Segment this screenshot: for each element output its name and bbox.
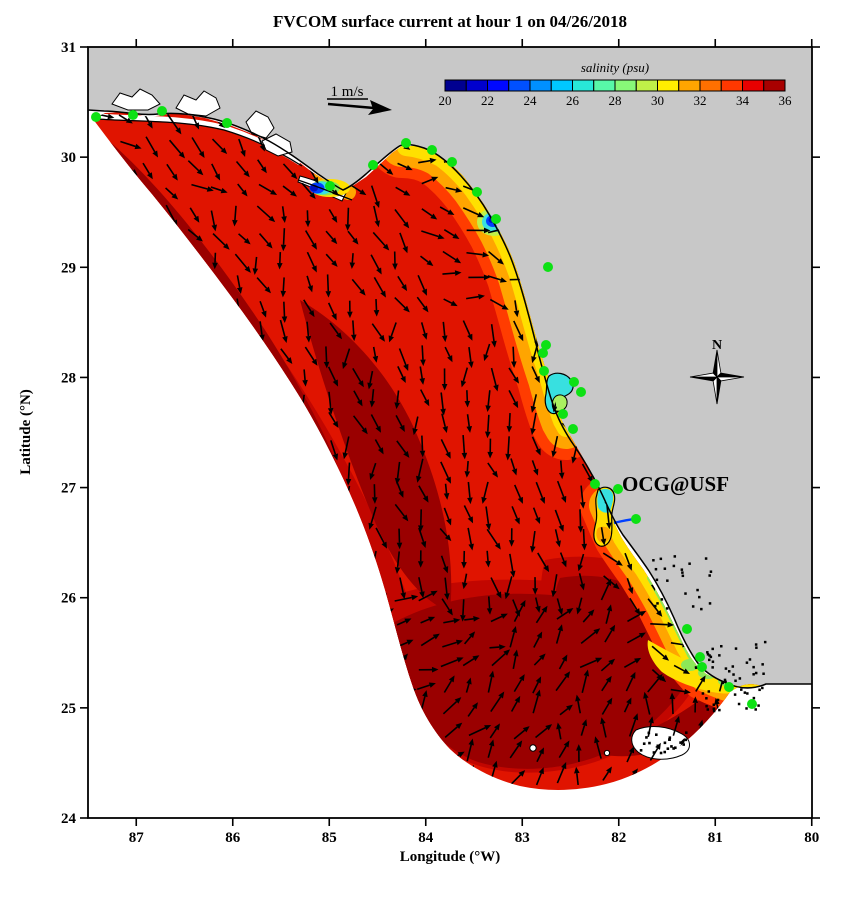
svg-text:24: 24 xyxy=(61,811,77,827)
svg-text:32: 32 xyxy=(694,93,707,108)
svg-text:31: 31 xyxy=(61,40,76,56)
charlotte-harbor xyxy=(593,486,635,547)
ocg-usf-annotation: OCG@USF xyxy=(622,472,729,496)
scale-arrow-label: 1 m/s xyxy=(331,84,364,100)
scale-arrow-head xyxy=(368,100,392,115)
coastline xyxy=(88,109,812,689)
compass-north-label: N xyxy=(712,338,722,353)
svg-text:84: 84 xyxy=(418,830,434,846)
y-tick-labels: 24 25 26 27 28 29 30 31 xyxy=(61,40,77,827)
svg-text:83: 83 xyxy=(515,830,530,846)
svg-text:20: 20 xyxy=(439,93,452,108)
svg-text:28: 28 xyxy=(61,370,76,386)
svg-text:27: 27 xyxy=(61,481,77,497)
svg-text:81: 81 xyxy=(708,830,723,846)
keys-island xyxy=(631,726,690,760)
compass-rose: N xyxy=(689,338,745,405)
land-area xyxy=(88,47,812,688)
y-axis-label: Latitude (°N) xyxy=(18,389,34,475)
marquesas-islet xyxy=(603,749,611,757)
keys-speckles xyxy=(639,731,688,755)
svg-text:26: 26 xyxy=(566,93,580,108)
svg-text:80: 80 xyxy=(804,830,819,846)
svg-text:26: 26 xyxy=(61,591,77,607)
velocity-scale: 1 m/s xyxy=(327,84,392,115)
svg-text:34: 34 xyxy=(736,93,750,108)
colorbar-title: salinity (psu) xyxy=(581,60,649,75)
svg-text:30: 30 xyxy=(61,150,76,166)
svg-text:24: 24 xyxy=(524,93,538,108)
svg-text:25: 25 xyxy=(61,701,76,717)
svg-text:85: 85 xyxy=(322,830,337,846)
coastal-islets xyxy=(652,555,767,713)
svg-text:36: 36 xyxy=(779,93,793,108)
compass-star xyxy=(689,349,745,405)
axis-ticks xyxy=(80,39,820,826)
colorbar: salinity (psu) 20 22 24 26 28 30 32 34 36 xyxy=(439,60,793,108)
svg-text:30: 30 xyxy=(651,93,664,108)
svg-text:86: 86 xyxy=(225,830,241,846)
tortugas-islet xyxy=(529,744,537,752)
figure-title: FVCOM surface current at hour 1 on 04/26… xyxy=(273,12,627,31)
scale-arrow-shaft xyxy=(327,102,375,110)
plot-frame xyxy=(87,46,813,819)
svg-text:87: 87 xyxy=(129,830,145,846)
svg-text:82: 82 xyxy=(611,830,626,846)
svg-text:28: 28 xyxy=(609,93,622,108)
svg-text:29: 29 xyxy=(61,260,76,276)
x-axis-label: Longitude (°W) xyxy=(400,849,501,865)
svg-text:22: 22 xyxy=(481,93,494,108)
x-tick-labels: 87 86 85 84 83 82 81 80 xyxy=(129,830,820,846)
station-markers xyxy=(91,106,757,709)
